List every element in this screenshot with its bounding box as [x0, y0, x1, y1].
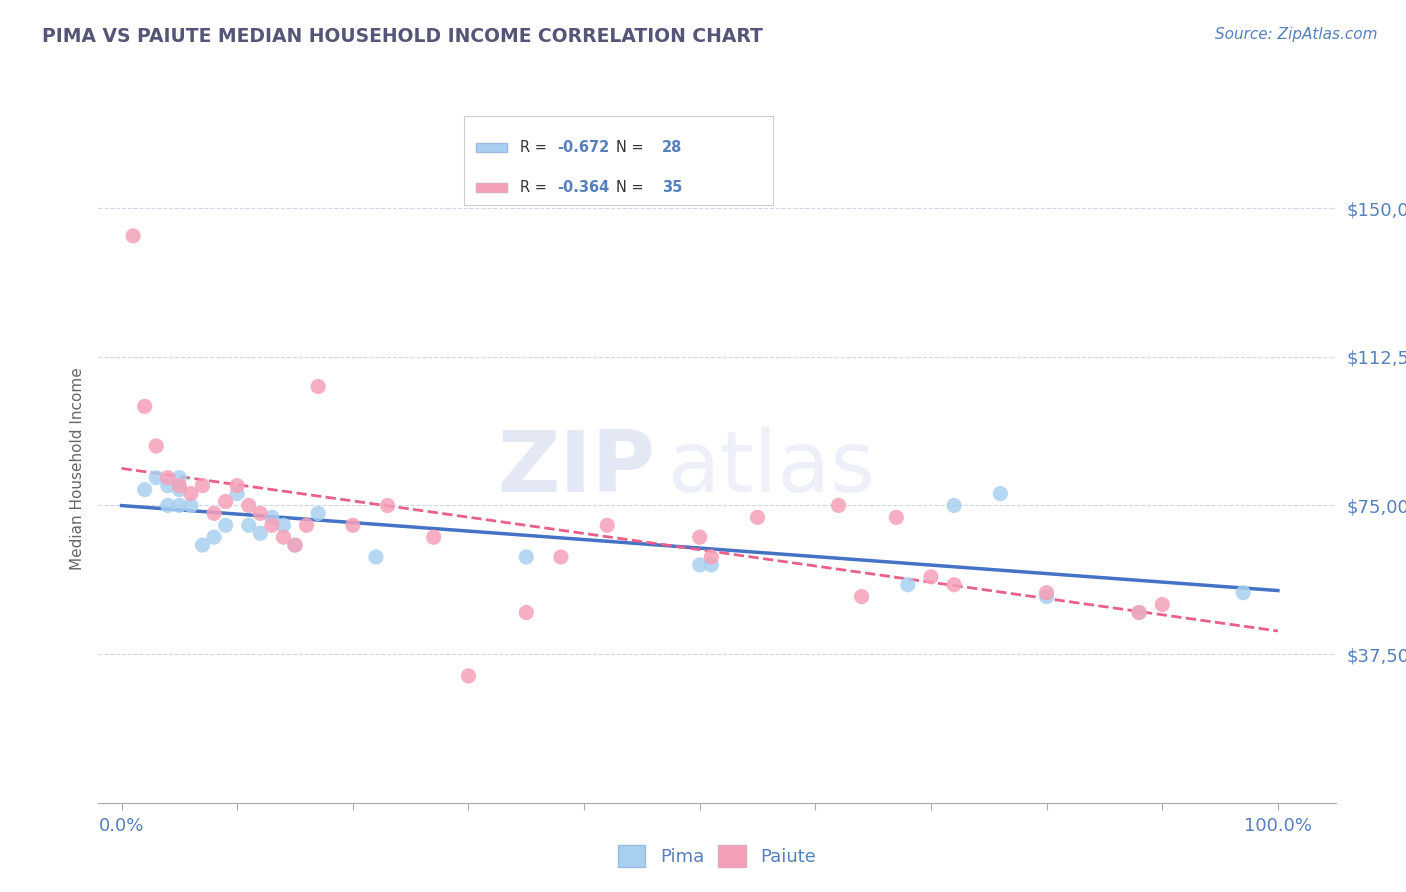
Point — [515, 549, 537, 564]
Point — [169, 483, 191, 497]
FancyBboxPatch shape — [477, 183, 508, 192]
Point — [249, 507, 271, 521]
Point — [700, 549, 723, 564]
Point — [260, 518, 283, 533]
Point — [827, 499, 849, 513]
Point — [145, 439, 167, 453]
Point — [180, 499, 202, 513]
Point — [202, 530, 225, 544]
Point — [1152, 598, 1174, 612]
Point — [1128, 606, 1150, 620]
Point — [307, 379, 329, 393]
Point — [122, 228, 145, 243]
Text: ZIP: ZIP — [498, 426, 655, 510]
Point — [284, 538, 307, 552]
Text: Source: ZipAtlas.com: Source: ZipAtlas.com — [1215, 27, 1378, 42]
Point — [596, 518, 619, 533]
Point — [1232, 585, 1254, 599]
Point — [202, 507, 225, 521]
Point — [273, 518, 295, 533]
Point — [1035, 585, 1057, 599]
Point — [169, 499, 191, 513]
Point — [214, 518, 236, 533]
Point — [226, 486, 249, 500]
Point — [295, 518, 318, 533]
Point — [897, 578, 920, 592]
Point — [191, 538, 214, 552]
Point — [284, 538, 307, 552]
Point — [920, 570, 942, 584]
Point — [134, 400, 156, 414]
Text: PIMA VS PAIUTE MEDIAN HOUSEHOLD INCOME CORRELATION CHART: PIMA VS PAIUTE MEDIAN HOUSEHOLD INCOME C… — [42, 27, 763, 45]
Text: 28: 28 — [662, 140, 682, 154]
Point — [273, 530, 295, 544]
Point — [943, 499, 966, 513]
Point — [550, 549, 572, 564]
Y-axis label: Median Household Income: Median Household Income — [69, 367, 84, 570]
Point — [260, 510, 283, 524]
Point — [156, 478, 179, 492]
Point — [342, 518, 364, 533]
Point — [1128, 606, 1150, 620]
Point — [191, 478, 214, 492]
Point — [377, 499, 399, 513]
Text: atlas: atlas — [668, 426, 876, 510]
Text: N =: N = — [616, 140, 648, 154]
Legend: Pima, Paiute: Pima, Paiute — [612, 838, 823, 874]
Point — [169, 478, 191, 492]
Point — [249, 526, 271, 541]
Point — [364, 549, 387, 564]
Point — [689, 530, 711, 544]
Point — [156, 471, 179, 485]
Point — [988, 486, 1011, 500]
Point — [515, 606, 537, 620]
Point — [145, 471, 167, 485]
Text: -0.364: -0.364 — [557, 180, 609, 194]
Text: N =: N = — [616, 180, 648, 194]
Point — [238, 518, 260, 533]
Text: 35: 35 — [662, 180, 682, 194]
Point — [457, 669, 479, 683]
FancyBboxPatch shape — [477, 143, 508, 152]
Point — [180, 486, 202, 500]
Text: -0.672: -0.672 — [557, 140, 609, 154]
Point — [700, 558, 723, 572]
Point — [943, 578, 966, 592]
Point — [169, 471, 191, 485]
Point — [238, 499, 260, 513]
Point — [226, 478, 249, 492]
Point — [747, 510, 769, 524]
Point — [689, 558, 711, 572]
Point — [156, 499, 179, 513]
Point — [214, 494, 236, 508]
Point — [423, 530, 446, 544]
Text: R =: R = — [520, 140, 551, 154]
Point — [307, 507, 329, 521]
Point — [884, 510, 907, 524]
Point — [1035, 590, 1057, 604]
Point — [851, 590, 873, 604]
Text: R =: R = — [520, 180, 551, 194]
Point — [134, 483, 156, 497]
